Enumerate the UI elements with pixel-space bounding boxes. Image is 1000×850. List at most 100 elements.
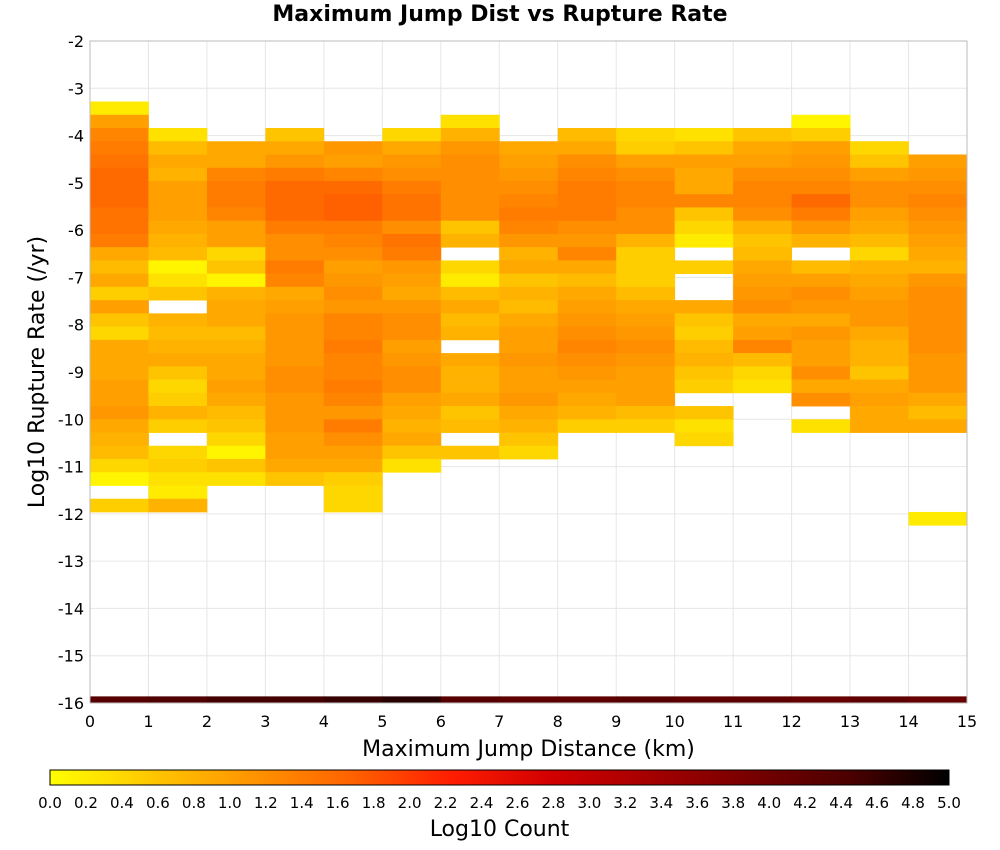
heatmap-cell xyxy=(323,326,383,341)
heatmap-cell xyxy=(382,167,442,182)
colorbar-tick-label: 4.6 xyxy=(865,794,889,812)
heatmap-cell xyxy=(206,194,266,208)
heatmap-cell xyxy=(791,207,851,222)
heatmap-cell xyxy=(557,353,617,367)
heatmap-cell xyxy=(265,273,325,288)
heatmap-cell xyxy=(382,419,442,433)
y-tick-label: -6 xyxy=(68,221,84,240)
heatmap-cell xyxy=(791,141,851,155)
heatmap-cell xyxy=(90,167,149,182)
heatmap-cell xyxy=(265,392,325,407)
heatmap-cell xyxy=(206,260,266,275)
heatmap-cell xyxy=(616,194,676,208)
heatmap-cell xyxy=(616,326,676,341)
heatmap-cell xyxy=(791,286,851,301)
heatmap-cell xyxy=(148,141,208,155)
heatmap-cell xyxy=(616,286,676,301)
heatmap-cell xyxy=(733,339,792,354)
heatmap-cell xyxy=(206,286,266,301)
heatmap-cell xyxy=(440,286,500,301)
heatmap-cell xyxy=(148,233,208,248)
heatmap-cell xyxy=(148,353,208,367)
heatmap-cell xyxy=(791,379,851,394)
heatmap-cell-strip xyxy=(557,696,617,703)
heatmap-cell xyxy=(440,233,500,248)
heatmap-cell xyxy=(90,459,149,473)
colorbar-tick-label: 2.6 xyxy=(506,794,530,812)
heatmap-cell xyxy=(382,379,442,394)
heatmap-cell xyxy=(323,485,383,500)
heatmap-cell xyxy=(733,207,792,222)
colorbar-tick-label: 2.2 xyxy=(434,794,458,812)
heatmap-cell xyxy=(440,194,500,208)
heatmap-cell xyxy=(557,273,617,288)
heatmap-cell xyxy=(791,180,851,195)
colorbar-tick-label: 0.2 xyxy=(74,794,98,812)
y-tick-label: -7 xyxy=(68,268,84,287)
heatmap-cell xyxy=(206,459,266,473)
heatmap-cell xyxy=(382,220,442,235)
heatmap-cell xyxy=(90,220,149,235)
heatmap-cell xyxy=(733,379,792,394)
heatmap-cell xyxy=(557,141,617,155)
heatmap-cell xyxy=(90,300,149,314)
x-tick-label: 14 xyxy=(898,712,918,731)
heatmap-cell xyxy=(382,194,442,208)
heatmap-cell xyxy=(674,233,734,248)
heatmap-cell xyxy=(850,339,909,354)
heatmap-cell xyxy=(557,194,617,208)
y-tick-label: -4 xyxy=(68,127,84,146)
colorbar-tick-label: 1.8 xyxy=(362,794,386,812)
heatmap-cell xyxy=(791,154,851,169)
heatmap-cell xyxy=(323,286,383,301)
heatmap-cell xyxy=(733,154,792,169)
heatmap-cell xyxy=(90,273,149,288)
heatmap-cell-strip xyxy=(382,696,442,703)
heatmap-cell xyxy=(206,154,266,169)
heatmap-cell xyxy=(557,247,617,261)
heatmap-cell xyxy=(265,459,325,473)
heatmap-cell xyxy=(382,445,442,460)
y-tick-label: -9 xyxy=(68,363,84,382)
heatmap-cell xyxy=(557,392,617,407)
colorbar-tick-label: 5.0 xyxy=(937,794,961,812)
colorbar xyxy=(49,769,950,786)
heatmap-cell xyxy=(265,432,325,447)
heatmap-cell xyxy=(908,392,968,407)
y-tick-label: -15 xyxy=(58,647,84,666)
heatmap-cell xyxy=(440,114,500,129)
heatmap-cell xyxy=(499,339,559,354)
heatmap-cell xyxy=(148,313,208,328)
heatmap-cell-strip xyxy=(265,696,325,703)
heatmap-cell xyxy=(265,247,325,261)
colorbar-tick-label: 4.8 xyxy=(901,794,925,812)
heatmap-cell xyxy=(382,207,442,222)
heatmap-cell xyxy=(616,141,676,155)
heatmap-cell xyxy=(323,220,383,235)
heatmap-cell xyxy=(674,406,734,420)
heatmap-cell xyxy=(733,300,792,314)
heatmap-cell xyxy=(90,366,149,380)
heatmap-cell xyxy=(791,313,851,328)
heatmap-cell xyxy=(265,406,325,420)
heatmap-cell xyxy=(616,366,676,380)
y-axis-ticks: -2 -3 -4 -5 -6 -7 -8 -9 -10 -11 -12 -13 -14 -15 -16 xyxy=(58,32,84,713)
heatmap-cell xyxy=(265,233,325,248)
heatmap-cell xyxy=(323,432,383,447)
heatmap-cell xyxy=(440,326,500,341)
heatmap-cell xyxy=(616,353,676,367)
heatmap-cell xyxy=(148,445,208,460)
heatmap-cell xyxy=(908,286,968,301)
x-tick-label: 15 xyxy=(957,712,977,731)
x-tick-label: 1 xyxy=(143,712,153,731)
heatmap-cell xyxy=(674,366,734,380)
heatmap-cell xyxy=(499,141,559,155)
heatmap-cell xyxy=(382,392,442,407)
heatmap-cell xyxy=(616,247,676,261)
colorbar-tick-label: 1.2 xyxy=(254,794,278,812)
heatmap-cell xyxy=(850,392,909,407)
heatmap-cell xyxy=(616,154,676,169)
heatmap-cell xyxy=(440,406,500,420)
heatmap-cell xyxy=(323,167,383,182)
